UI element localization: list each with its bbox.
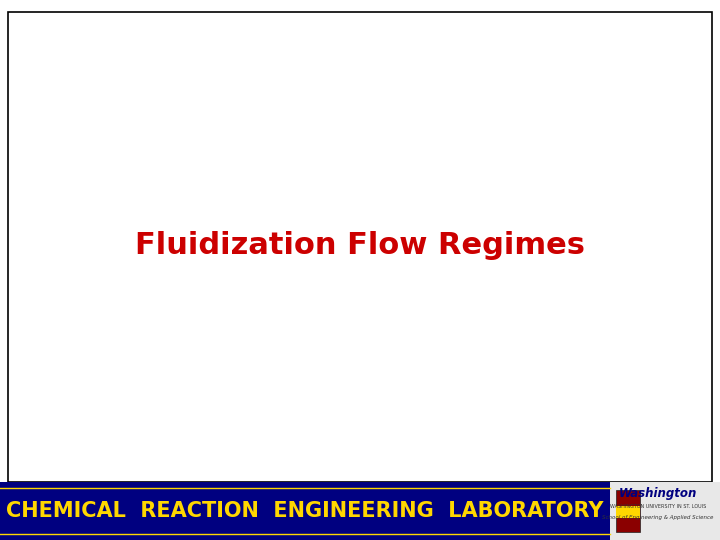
Bar: [616, 490, 640, 532]
Bar: [616, 506, 640, 518]
Bar: [0, 482, 610, 540]
Text: Fluidization Flow Regimes: Fluidization Flow Regimes: [135, 231, 585, 260]
Text: School of Engineering & Applied Science: School of Engineering & Applied Science: [603, 516, 714, 521]
Bar: [8, 12, 712, 482]
Text: Washington: Washington: [618, 488, 697, 501]
Text: WASHINGTON UNIVERSITY IN ST. LOUIS: WASHINGTON UNIVERSITY IN ST. LOUIS: [610, 504, 706, 510]
Text: CHEMICAL  REACTION  ENGINEERING  LABORATORY: CHEMICAL REACTION ENGINEERING LABORATORY: [6, 501, 604, 521]
Bar: [610, 482, 720, 540]
